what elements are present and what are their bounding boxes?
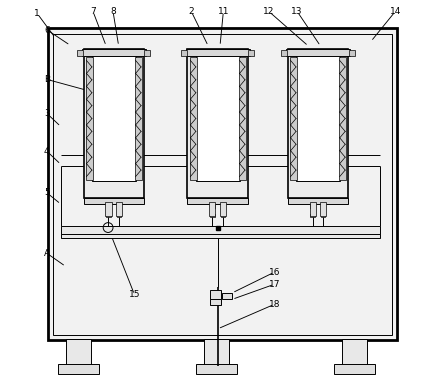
Text: 18: 18 (268, 300, 280, 309)
Text: 1: 1 (34, 9, 40, 18)
Bar (290, 57, 297, 180)
Text: 7: 7 (90, 7, 96, 16)
Text: 2: 2 (188, 7, 194, 16)
Text: 12: 12 (263, 7, 274, 16)
Bar (321, 214, 326, 217)
Bar (58, 364, 99, 374)
Text: 6: 6 (45, 26, 51, 35)
Bar (310, 202, 315, 216)
Bar (86, 57, 93, 180)
Bar (61, 234, 380, 238)
Bar (296, 55, 340, 181)
Bar (221, 214, 225, 217)
Text: B: B (44, 75, 50, 84)
Text: 5: 5 (44, 188, 50, 197)
Bar (105, 202, 112, 216)
Bar (288, 49, 348, 198)
Bar (135, 57, 142, 180)
Bar (288, 198, 348, 204)
Bar (77, 50, 83, 56)
Bar (210, 299, 221, 305)
Bar (339, 57, 346, 180)
Bar (321, 204, 326, 208)
Text: 14: 14 (390, 7, 401, 16)
Bar (47, 28, 397, 340)
Text: 11: 11 (218, 7, 229, 16)
Bar (222, 293, 232, 299)
Bar (311, 204, 315, 208)
Bar (84, 198, 144, 204)
Bar (53, 34, 392, 335)
Bar (187, 49, 248, 198)
Bar (342, 339, 367, 366)
Bar (334, 364, 375, 374)
Text: 8: 8 (110, 7, 116, 16)
Bar (116, 202, 122, 216)
Bar (61, 226, 380, 234)
Bar (196, 364, 237, 374)
Bar (210, 204, 215, 208)
Bar (249, 50, 254, 56)
Bar (349, 50, 354, 56)
Bar (92, 55, 136, 181)
Bar (117, 204, 121, 208)
Text: 16: 16 (268, 268, 280, 277)
Bar (286, 49, 350, 56)
Bar (281, 50, 287, 56)
Bar (117, 214, 121, 217)
Bar (181, 50, 187, 56)
Bar (82, 49, 146, 56)
Bar (210, 214, 215, 217)
Bar (84, 49, 144, 198)
Bar (190, 57, 197, 180)
Text: 3: 3 (44, 109, 50, 118)
Bar (210, 202, 215, 216)
Bar (66, 339, 91, 366)
Bar (320, 202, 326, 216)
Bar (106, 214, 111, 217)
Text: 13: 13 (291, 7, 303, 16)
Bar (221, 204, 225, 208)
Bar (144, 50, 151, 56)
Text: 4: 4 (44, 147, 50, 156)
Bar (239, 57, 246, 180)
Bar (210, 290, 221, 299)
Bar (186, 49, 250, 56)
Bar (196, 55, 240, 181)
Bar (187, 198, 248, 204)
Text: A: A (44, 249, 50, 258)
Text: 15: 15 (129, 290, 140, 299)
Bar (220, 202, 226, 216)
Bar (204, 339, 229, 366)
Text: 17: 17 (268, 280, 280, 289)
Bar (106, 204, 111, 208)
Bar (311, 214, 315, 217)
